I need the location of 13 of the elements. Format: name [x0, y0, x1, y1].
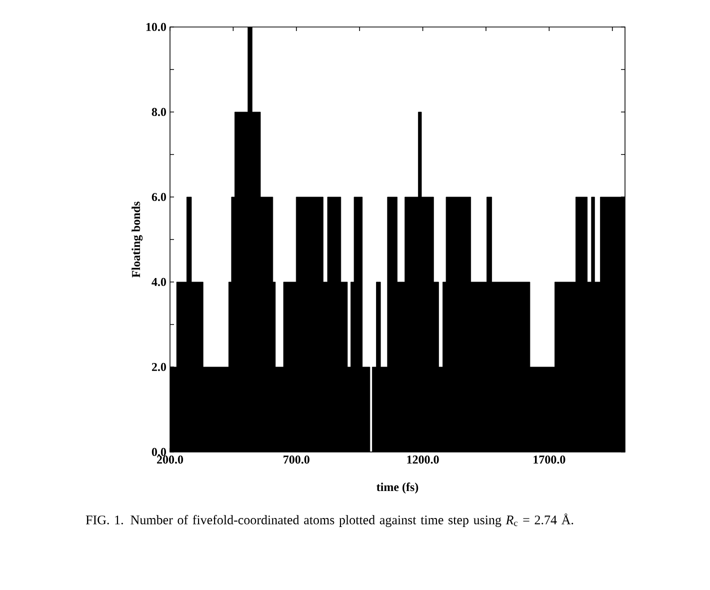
y-tick-label: 10.0: [146, 22, 166, 32]
y-tick-label: 8.0: [152, 108, 166, 116]
x-tick-label: 700.0: [284, 456, 310, 464]
x-tick-label: 1700.0: [534, 456, 566, 464]
y-tick-label: 6.0: [152, 192, 166, 202]
x-tick-label: 200.0: [157, 456, 184, 464]
caption: FIG. 1. Number of fivefold-coordinated atoms plotted against time step using R$_{c}$ = 2.74 Å.: [86, 514, 574, 527]
y-tick-label: 0.0: [152, 448, 166, 456]
x-tick-label: 1200.0: [407, 456, 439, 464]
y-tick-label: 4.0: [152, 278, 166, 286]
y-axis-title: Floating bonds: [132, 202, 143, 278]
y-tick-label: 2.0: [152, 362, 166, 372]
x-axis-title: time (fs): [376, 482, 418, 494]
